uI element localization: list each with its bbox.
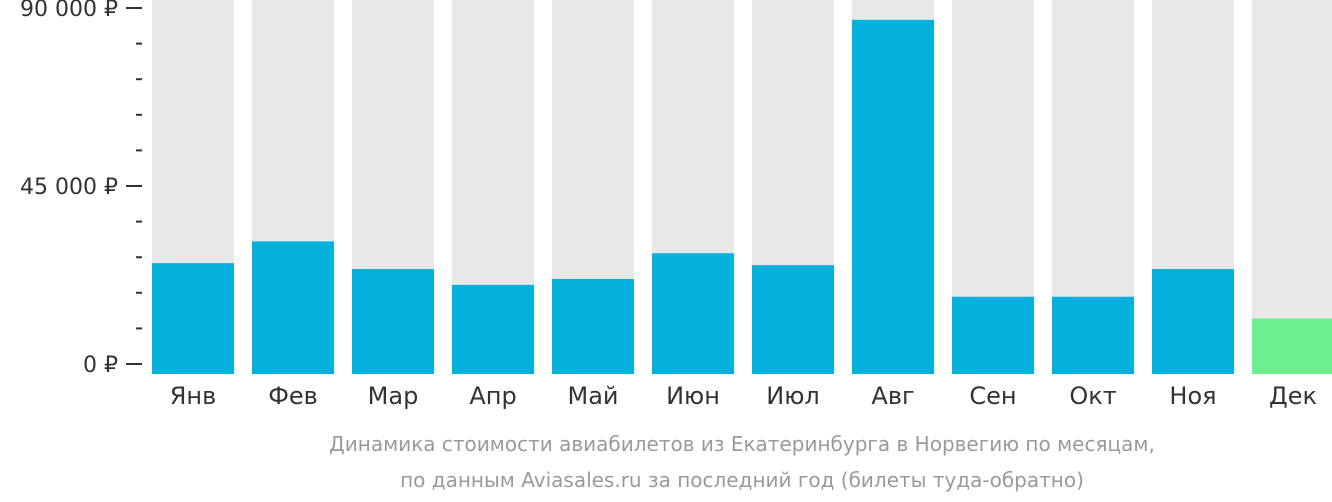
chart-caption-line-2: по данным Aviasales.ru за последний год … [400, 468, 1084, 492]
bar-12 [1252, 318, 1332, 374]
x-tick-label: Май [567, 382, 618, 410]
bar-7 [752, 265, 834, 374]
bar-8 [852, 19, 934, 374]
x-tick-label: Янв [170, 382, 217, 410]
x-tick-label: Фев [268, 382, 318, 410]
bar-10 [1052, 296, 1134, 374]
x-tick-label: Июл [766, 382, 820, 410]
bar-4 [452, 284, 534, 374]
bar-3 [352, 269, 434, 374]
x-tick-label: Ноя [1169, 382, 1216, 410]
x-tick-label: Мар [368, 382, 419, 410]
x-tick-label: Апр [469, 382, 516, 410]
x-tick-label: Авг [871, 382, 914, 410]
chart-caption-line-1: Динамика стоимости авиабилетов из Екатер… [329, 432, 1155, 456]
y-tick-label: 90 000 ₽ [20, 0, 118, 22]
bar-1 [152, 263, 234, 374]
bar-11 [1152, 269, 1234, 374]
bars [152, 19, 1332, 374]
x-tick-label: Июн [666, 382, 720, 410]
bar-track-12 [1252, 0, 1332, 374]
x-axis-labels: Янв Фев Мар Апр Май Июн Июл Авг Сен Окт Ноя Дек [170, 382, 1317, 410]
y-tick-label: 0 ₽ [83, 353, 118, 378]
x-tick-label: Окт [1069, 382, 1116, 410]
bar-2 [252, 241, 334, 374]
bar-9 [952, 296, 1034, 374]
y-axis: 0 ₽ 45 000 ₽ 90 000 ₽ [20, 0, 142, 378]
x-tick-label: Сен [969, 382, 1016, 410]
x-tick-label: Дек [1269, 382, 1317, 410]
price-bar-chart: 0 ₽ 45 000 ₽ 90 000 ₽ Янв Фев Мар Апр Май Июн Ию… [20, 0, 1332, 410]
bar-5 [552, 278, 634, 374]
y-tick-label: 45 000 ₽ [20, 175, 118, 200]
bar-6 [652, 253, 734, 374]
